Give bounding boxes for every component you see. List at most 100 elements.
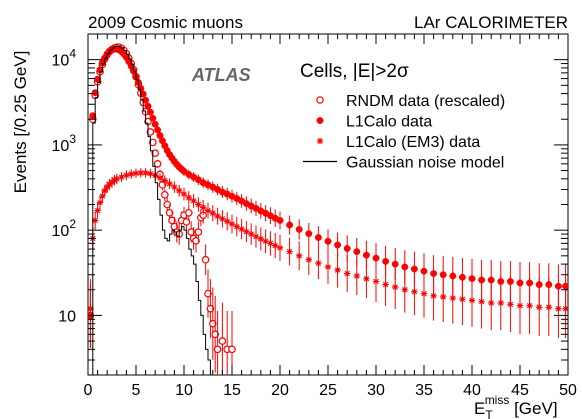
data-point	[204, 207, 212, 214]
legend-entry: RNDM data (rescaled)	[316, 93, 505, 110]
y-tick-label: 102	[52, 217, 77, 240]
data-point	[168, 216, 176, 225]
legend-marker	[316, 117, 324, 124]
x-tick-label: 45	[511, 382, 529, 399]
data-point	[562, 305, 568, 312]
data-point	[353, 248, 361, 256]
data-point	[166, 180, 173, 187]
data-point	[185, 194, 192, 201]
x-tick-label: 5	[132, 382, 141, 399]
data-point	[144, 102, 152, 110]
y-tick-base: 10	[52, 53, 70, 70]
data-point	[149, 138, 157, 147]
data-point	[180, 190, 188, 198]
y-tick-exp: 4	[69, 47, 76, 61]
data-point	[161, 190, 169, 199]
data-point	[362, 251, 370, 259]
atlas-label: ATLAS	[191, 65, 251, 85]
data-point	[204, 289, 212, 298]
data-point	[182, 218, 191, 226]
data-point	[156, 174, 164, 182]
data-point	[113, 175, 120, 183]
data-point	[228, 220, 236, 228]
y-tick-label: 10	[58, 308, 76, 325]
data-point	[526, 302, 533, 309]
legend-label: L1Calo (EM3) data	[346, 134, 480, 151]
data-point	[334, 241, 342, 249]
data-point	[192, 237, 200, 245]
data-point	[139, 90, 147, 98]
data-point	[286, 221, 294, 229]
chart-title-right: LAr CALORIMETER	[414, 13, 568, 32]
data-point	[372, 278, 380, 285]
y-axis-label: Events [/0.25 GeV]	[11, 51, 30, 194]
data-point	[163, 200, 172, 209]
x-axis: 0 5 10 15 20 25 30 35 40 45 50	[84, 34, 577, 399]
x-axis-label-unit: [GeV]	[509, 399, 557, 418]
data-point	[276, 244, 284, 252]
data-point	[238, 225, 245, 233]
data-point	[420, 290, 428, 297]
data-point	[91, 89, 99, 97]
data-point	[449, 294, 456, 302]
data-point	[440, 293, 447, 301]
chart-title-left: 2009 Cosmic muons	[88, 13, 243, 32]
y-tick-exp: 2	[69, 217, 76, 231]
data-point	[353, 272, 360, 280]
x-axis-label-main: E	[474, 399, 485, 418]
data-point	[161, 177, 168, 184]
data-point	[545, 303, 552, 311]
data-point	[151, 149, 160, 157]
x-axis-label-sub: T	[485, 408, 493, 419]
series-2	[88, 168, 568, 339]
data-point	[200, 204, 207, 211]
data-point	[137, 169, 144, 177]
data-point	[344, 270, 351, 277]
data-point	[201, 255, 210, 264]
data-point	[104, 183, 111, 191]
model-line	[88, 45, 216, 375]
data-point	[315, 259, 322, 267]
data-point	[497, 299, 504, 307]
data-point	[459, 295, 466, 303]
legend: RNDM data (rescaled) L1Calo data L1Calo (E…	[303, 93, 505, 172]
x-tick-label: 30	[367, 382, 385, 399]
data-point	[372, 254, 380, 262]
legend-entry: L1Calo (EM3) data	[316, 134, 480, 151]
y-tick-base: 10	[58, 308, 76, 325]
data-point	[153, 160, 162, 168]
data-point	[195, 201, 202, 208]
data-point	[142, 169, 149, 177]
data-point	[411, 288, 418, 295]
data-point	[211, 330, 220, 339]
data-point	[209, 319, 217, 328]
x-tick-label: 50	[559, 382, 577, 399]
frame-titles: 2009 Cosmic muons LAr CALORIMETER	[88, 13, 568, 32]
data-point	[224, 218, 231, 225]
data-point	[233, 223, 240, 230]
data-point	[243, 228, 250, 235]
data-point	[96, 199, 104, 206]
selection-label: Cells, |E|>2σ	[300, 61, 409, 82]
data-point	[507, 301, 514, 308]
data-point	[132, 170, 140, 177]
data-point	[111, 177, 118, 184]
y-tick-label: 104	[52, 47, 77, 70]
y-tick-label: 103	[52, 132, 77, 155]
data-point	[123, 172, 130, 179]
data-point	[218, 337, 227, 345]
y-axis-title: Events [/0.25 GeV]	[11, 51, 30, 194]
legend-label: L1Calo data	[346, 114, 432, 131]
data-point	[149, 114, 157, 122]
data-point	[334, 266, 341, 274]
data-point	[99, 193, 106, 200]
x-tick-label: 25	[319, 382, 337, 399]
data-point	[267, 240, 274, 247]
legend-marker	[316, 137, 324, 145]
data-point	[295, 225, 303, 233]
data-point	[94, 207, 101, 214]
data-point	[516, 302, 524, 309]
